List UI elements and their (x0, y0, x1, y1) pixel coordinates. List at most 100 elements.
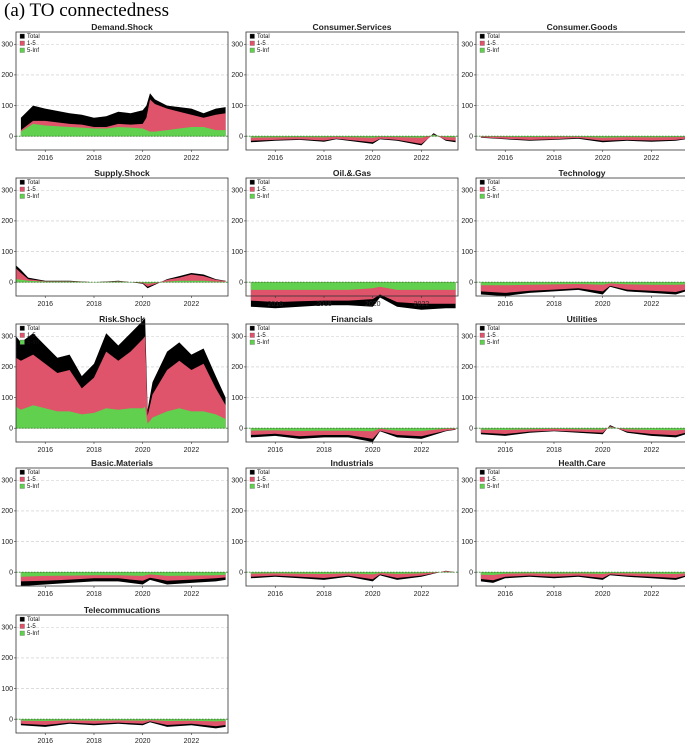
x-tick-label: 2018 (86, 155, 102, 162)
x-tick-label: 2022 (184, 591, 200, 598)
x-tick-label: 2022 (644, 447, 660, 454)
y-tick-label: 200 (461, 72, 473, 79)
panel-title: Technology (558, 168, 605, 178)
legend-swatch-1-5 (249, 332, 255, 338)
legend-label-5-inf: 5-Inf (257, 48, 269, 54)
x-tick-label: 2022 (184, 738, 200, 745)
x-tick-label: 2018 (546, 155, 562, 162)
legend-swatch-5-inf (249, 193, 255, 199)
chart-svg: Utilities 0 100 200 300 2016 2018 2020 2022 Total… (461, 314, 685, 454)
y-tick-label: 0 (469, 134, 473, 141)
area-series-5-inf (480, 572, 685, 575)
panel-title: Consumer.Services (313, 22, 392, 32)
x-tick-label: 2018 (546, 447, 562, 454)
plot-frame (245, 467, 459, 587)
legend-label-total: Total (257, 326, 270, 332)
legend-swatch-5-inf (479, 483, 485, 489)
area-series-5-inf (20, 719, 226, 722)
panel-title: Demand.Shock (91, 22, 153, 32)
legend-label-total: Total (27, 326, 40, 332)
chart-panel-basic-materials: Basic.Materials 0 100 200 300 2016 2018 2020 202… (1, 458, 229, 602)
legend-label-1-5: 1-5 (487, 187, 496, 193)
legend-label-1-5: 1-5 (27, 477, 36, 483)
chart-svg: Telecommucations 0 100 200 300 2016 2018 2020 20… (1, 605, 229, 745)
plot-frame (475, 323, 685, 443)
x-tick-label: 2020 (135, 591, 151, 598)
panel-title: Supply.Shock (94, 168, 150, 178)
x-tick-label: 2016 (37, 155, 53, 162)
chart-svg: Demand.Shock 0 100 200 300 2016 2018 2020 2022 To… (1, 22, 229, 162)
legend-label-1-5: 1-5 (257, 187, 266, 193)
legend-label-5-inf: 5-Inf (487, 484, 499, 490)
legend-swatch-5-inf (249, 483, 255, 489)
panel-title: Health.Care (558, 458, 606, 468)
x-tick-label: 2018 (316, 591, 332, 598)
chart-svg: Risk.Shock 0 100 200 300 2016 2018 2020 2022 Tota… (1, 314, 229, 454)
chart-panel-supply-shock: Supply.Shock 0 100 200 300 2016 2018 2020 2022 To… (1, 168, 229, 312)
legend-label-5-inf: 5-Inf (257, 484, 269, 490)
area-series-5-inf (480, 282, 685, 286)
x-tick-label: 2022 (414, 155, 430, 162)
y-tick-label: 100 (461, 103, 473, 110)
x-tick-label: 2016 (497, 301, 513, 308)
legend-label-5-inf: 5-Inf (27, 484, 39, 490)
legend-swatch-1-5 (479, 476, 485, 482)
area-series-1-5 (16, 336, 226, 429)
legend-swatch-total (19, 616, 25, 622)
y-tick-label: 0 (9, 570, 13, 577)
legend-swatch-1-5 (479, 40, 485, 46)
legend-swatch-total (19, 325, 25, 331)
legend-label-total: Total (487, 180, 500, 186)
legend-label-5-inf: 5-Inf (27, 631, 39, 637)
chart-svg: Health.Care 0 100 200 300 2016 2018 2020 2022 Tot… (461, 458, 685, 598)
y-tick-label: 200 (1, 508, 13, 515)
legend-label-1-5: 1-5 (487, 333, 496, 339)
y-tick-label: 0 (239, 280, 243, 287)
legend-label-total: Total (257, 34, 270, 40)
x-tick-label: 2022 (644, 301, 660, 308)
panel-title: Industrials (331, 458, 374, 468)
chart-panel-oil-gas: Oil.&.Gas 0 100 200 300 2016 2018 2020 2022 Total… (231, 168, 459, 312)
chart-panel-demand-shock: Demand.Shock 0 100 200 300 2016 2018 2020 2022 To… (1, 22, 229, 166)
y-tick-label: 200 (1, 72, 13, 79)
x-tick-label: 2018 (316, 301, 332, 308)
legend-label-5-inf: 5-Inf (257, 340, 269, 346)
legend-swatch-5-inf (479, 339, 485, 345)
chart-svg: Supply.Shock 0 100 200 300 2016 2018 2020 2022 To… (1, 168, 229, 308)
y-tick-label: 0 (9, 280, 13, 287)
y-tick-label: 100 (231, 539, 243, 546)
chart-svg: Industrials 0 100 200 300 2016 2018 2020 2022 Tot… (231, 458, 459, 598)
x-tick-label: 2016 (37, 301, 53, 308)
x-tick-label: 2020 (365, 591, 381, 598)
panel-title: Oil.&.Gas (333, 168, 372, 178)
x-tick-label: 2020 (595, 591, 611, 598)
plot-frame (475, 467, 685, 587)
plot-frame (15, 177, 229, 297)
x-tick-label: 2016 (37, 591, 53, 598)
x-tick-label: 2018 (86, 591, 102, 598)
legend-label-5-inf: 5-Inf (487, 48, 499, 54)
y-tick-label: 300 (231, 42, 243, 49)
legend-swatch-1-5 (19, 476, 25, 482)
y-tick-label: 100 (1, 249, 13, 256)
x-tick-label: 2016 (267, 591, 283, 598)
legend-swatch-5-inf (19, 630, 25, 636)
legend-swatch-5-inf (479, 193, 485, 199)
area-series-5-inf (20, 123, 226, 137)
x-tick-label: 2016 (267, 301, 283, 308)
x-tick-label: 2018 (86, 738, 102, 745)
x-tick-label: 2016 (267, 447, 283, 454)
legend-swatch-1-5 (19, 40, 25, 46)
chart-svg: Technology 0 100 200 300 2016 2018 2020 2022 Tota… (461, 168, 685, 308)
x-tick-label: 2018 (86, 447, 102, 454)
legend-swatch-5-inf (19, 339, 25, 345)
x-tick-label: 2020 (365, 301, 381, 308)
legend-label-1-5: 1-5 (487, 41, 496, 47)
plot-frame (15, 467, 229, 587)
area-series-5-inf (20, 572, 226, 577)
area-series-1-5 (16, 268, 226, 287)
chart-panel-consumer-services: Consumer.Services 0 100 200 300 2016 2018 2020 2… (231, 22, 459, 166)
y-tick-label: 200 (461, 508, 473, 515)
y-tick-label: 100 (231, 395, 243, 402)
chart-svg: Financials 0 100 200 300 2016 2018 2020 2022 Tota… (231, 314, 459, 454)
